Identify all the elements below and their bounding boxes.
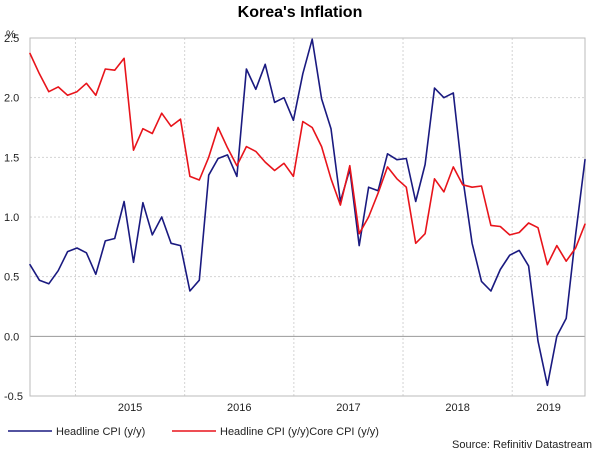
legend-label-headline: Headline CPI (y/y) (56, 426, 145, 438)
plot-frame (29, 37, 586, 397)
x-tick-label: 2016 (227, 402, 251, 414)
x-axis-ticks: 2015 2016 2017 2018 2019 (118, 402, 561, 414)
chart-title: Korea's Inflation (238, 4, 363, 21)
series-group (29, 38, 586, 387)
series-line-core-cpi (29, 52, 586, 266)
y-tick-label: 1.0 (4, 212, 19, 224)
y-tick-label: 0.5 (4, 272, 19, 284)
x-tick-label: 2015 (118, 402, 142, 414)
legend: Headline CPI (y/y) Headline CPI (y/y)Cor… (8, 426, 379, 438)
y-tick-label: 2.5 (4, 33, 19, 45)
series-line-headline-cpi (29, 38, 586, 387)
y-tick-label: 0.0 (4, 331, 19, 343)
x-tick-label: 2019 (536, 402, 560, 414)
legend-label-core: Headline CPI (y/y)Core CPI (y/y) (220, 426, 379, 438)
x-tick-label: 2017 (336, 402, 360, 414)
y-tick-label: -0.5 (4, 391, 23, 403)
x-tick-label: 2018 (445, 402, 469, 414)
y-axis-ticks: 2.5 2.0 1.5 1.0 0.5 0.0 -0.5 (4, 33, 23, 403)
y-axis-unit-label: % (6, 29, 16, 41)
y-tick-label: 2.0 (4, 93, 19, 105)
y-gridlines (30, 37, 585, 397)
y-tick-label: 1.5 (4, 152, 19, 164)
source-note: Source: Refinitiv Datastream (452, 439, 592, 451)
